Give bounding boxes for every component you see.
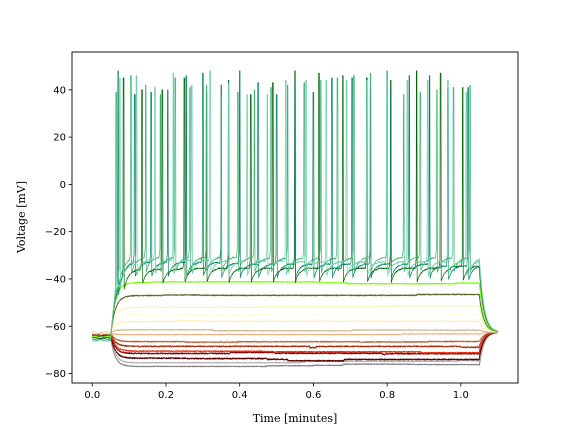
- y-tick-label: −60: [45, 322, 66, 333]
- voltage-trace-7: [92, 331, 498, 344]
- x-tick-label: 0.2: [158, 390, 174, 401]
- x-tick-label: 0.4: [232, 390, 248, 401]
- x-tick-label: 0.8: [379, 390, 395, 401]
- voltage-trace-1: [92, 332, 498, 368]
- x-tick-label: 0.0: [84, 390, 100, 401]
- x-axis-label: Time [minutes]: [253, 412, 338, 425]
- voltage-trace-18: [92, 70, 498, 342]
- x-tick-label: 0.6: [305, 390, 321, 401]
- voltage-trace-12: [92, 305, 498, 335]
- voltage-trace-10: [92, 319, 498, 334]
- voltage-trace-3: [92, 332, 498, 362]
- series-layer: [92, 70, 498, 368]
- voltage-trace-6: [92, 331, 498, 349]
- x-axis: 0.0 0.2 0.4 0.6 0.8 1.0: [84, 383, 469, 401]
- y-tick-label: −40: [45, 274, 66, 285]
- voltage-trace-9: [92, 328, 498, 334]
- voltage-trace-2: [92, 332, 498, 364]
- y-tick-label: 0: [60, 180, 66, 191]
- voltage-trace-11: [92, 313, 498, 334]
- y-axis: −80 −60 −40 −20 0 20 40: [45, 85, 72, 380]
- voltage-trace-17: [92, 70, 498, 342]
- voltage-trace-8: [92, 331, 498, 336]
- voltage-trace-14: [92, 281, 498, 338]
- voltage-trace-13: [92, 293, 498, 337]
- y-tick-label: 40: [53, 85, 66, 96]
- y-axis-label: Voltage [mV]: [15, 181, 28, 254]
- x-tick-label: 1.0: [453, 390, 469, 401]
- y-tick-label: 20: [53, 133, 66, 144]
- y-tick-label: −80: [45, 369, 66, 380]
- voltage-trace-16: [92, 70, 498, 341]
- plot-frame: [71, 51, 519, 384]
- voltage-trace-5: [92, 331, 498, 354]
- y-tick-label: −20: [45, 227, 66, 238]
